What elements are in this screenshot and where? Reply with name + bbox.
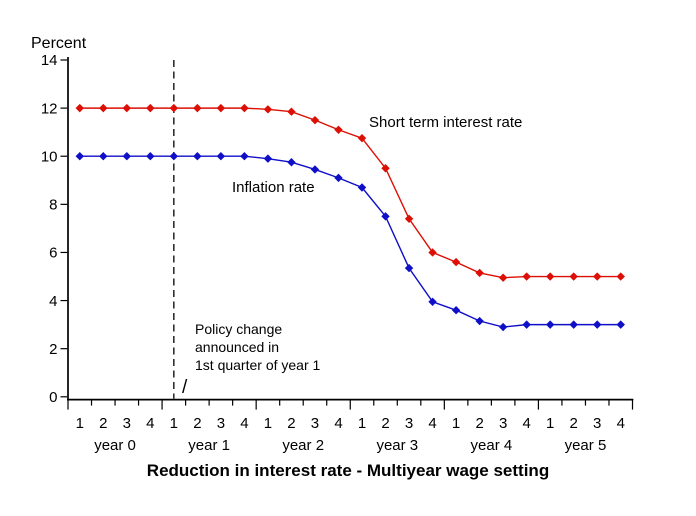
series-line-0 bbox=[79, 107, 621, 279]
series-marker-1 bbox=[193, 152, 202, 161]
series-marker-1 bbox=[404, 263, 414, 273]
x-quarter-label: 1 bbox=[452, 415, 460, 432]
series-marker-0 bbox=[381, 164, 390, 173]
x-quarter-label: 1 bbox=[264, 415, 272, 432]
series-marker-1 bbox=[287, 158, 296, 167]
series-marker-0 bbox=[169, 103, 179, 113]
series-marker-0 bbox=[193, 103, 202, 113]
series-marker-1 bbox=[357, 183, 367, 192]
x-quarter-label: 3 bbox=[123, 415, 131, 432]
x-quarter-label: 3 bbox=[217, 415, 225, 432]
series-marker-0 bbox=[428, 248, 437, 257]
series-label-inflation-rate: Inflation rate bbox=[232, 179, 315, 196]
series-marker-0 bbox=[99, 103, 108, 113]
x-year-label: year 4 bbox=[471, 437, 513, 454]
x-year-label: year 5 bbox=[565, 437, 607, 454]
series-marker-1 bbox=[75, 152, 84, 161]
series-marker-1 bbox=[522, 320, 531, 329]
x-quarter-label: 3 bbox=[405, 415, 413, 432]
series-marker-0 bbox=[475, 268, 484, 278]
x-quarter-label: 4 bbox=[334, 415, 342, 432]
series-marker-0 bbox=[334, 125, 343, 134]
series-marker-0 bbox=[357, 133, 367, 143]
series-marker-0 bbox=[146, 103, 155, 113]
series-marker-0 bbox=[545, 272, 555, 281]
series-marker-0 bbox=[122, 103, 132, 113]
series-marker-1 bbox=[498, 322, 508, 332]
x-year-label: year 3 bbox=[376, 437, 418, 454]
series-label-short-term-interest-rate: Short term interest rate bbox=[369, 114, 523, 131]
x-year-label: year 2 bbox=[282, 437, 324, 454]
series-marker-0 bbox=[216, 103, 226, 113]
series-marker-1 bbox=[428, 297, 437, 306]
series-marker-0 bbox=[75, 103, 84, 113]
x-quarter-label: 2 bbox=[381, 415, 389, 432]
series-marker-1 bbox=[122, 152, 132, 161]
series-marker-1 bbox=[593, 320, 602, 329]
annotation-line-3: 1st quarter of year 1 bbox=[195, 357, 321, 373]
series-marker-1 bbox=[545, 320, 555, 329]
policy-change-annotation: Policy change announced in 1st quarter o… bbox=[195, 320, 320, 374]
chart-title: Reduction in interest rate - Multiyear w… bbox=[146, 461, 550, 480]
y-tick-label: 0 bbox=[49, 389, 57, 406]
series-marker-0 bbox=[569, 272, 578, 281]
y-tick-label: 2 bbox=[49, 341, 57, 358]
series-marker-1 bbox=[310, 165, 320, 174]
x-quarter-label: 2 bbox=[99, 415, 107, 432]
series-marker-1 bbox=[146, 152, 155, 161]
series-marker-1 bbox=[475, 316, 484, 326]
series-marker-0 bbox=[240, 103, 249, 113]
series-marker-0 bbox=[287, 107, 296, 116]
x-quarter-label: 4 bbox=[617, 415, 625, 432]
y-tick-label: 14 bbox=[41, 52, 58, 69]
series-marker-1 bbox=[381, 212, 390, 221]
series-marker-0 bbox=[616, 272, 625, 281]
series-marker-1 bbox=[569, 320, 578, 329]
series-marker-1 bbox=[240, 152, 249, 161]
x-quarter-label: 1 bbox=[546, 415, 554, 432]
x-quarter-label: 2 bbox=[287, 415, 295, 432]
x-quarter-label: 4 bbox=[522, 415, 530, 432]
series-marker-1 bbox=[169, 152, 179, 161]
x-year-label: year 0 bbox=[94, 437, 136, 454]
x-quarter-label: 4 bbox=[240, 415, 248, 432]
y-tick-label: 6 bbox=[49, 245, 57, 262]
x-quarter-label: 1 bbox=[76, 415, 84, 432]
series-line-1 bbox=[79, 155, 621, 328]
y-tick-label: 8 bbox=[49, 197, 57, 214]
x-quarter-label: 4 bbox=[428, 415, 436, 432]
series-marker-0 bbox=[310, 115, 320, 125]
annotation-line-2: announced in bbox=[195, 339, 280, 355]
series-marker-1 bbox=[99, 152, 108, 161]
series-marker-0 bbox=[593, 272, 602, 281]
x-year-label: year 1 bbox=[188, 437, 230, 454]
series-marker-0 bbox=[498, 273, 508, 282]
x-quarter-label: 2 bbox=[475, 415, 483, 432]
series-marker-1 bbox=[334, 173, 343, 183]
series-marker-0 bbox=[451, 257, 461, 267]
x-quarter-label: 2 bbox=[570, 415, 578, 432]
annotation-pointer-slash: / bbox=[182, 377, 188, 398]
series-marker-1 bbox=[616, 320, 625, 329]
y-tick-label: 10 bbox=[41, 148, 58, 165]
series-marker-1 bbox=[216, 152, 226, 161]
x-quarter-label: 1 bbox=[358, 415, 366, 432]
x-quarter-label: 3 bbox=[499, 415, 507, 432]
y-axis-title: Percent bbox=[31, 35, 87, 52]
y-tick-label: 4 bbox=[49, 293, 57, 310]
series-marker-1 bbox=[263, 154, 273, 163]
x-quarter-label: 3 bbox=[311, 415, 319, 432]
annotation-line-1: Policy change bbox=[195, 321, 283, 337]
x-quarter-label: 1 bbox=[170, 415, 178, 432]
x-quarter-label: 4 bbox=[146, 415, 154, 432]
x-quarter-label: 2 bbox=[193, 415, 201, 432]
series-marker-0 bbox=[522, 272, 531, 281]
series-marker-0 bbox=[263, 105, 273, 114]
series-marker-1 bbox=[451, 305, 461, 315]
y-tick-label: 12 bbox=[41, 100, 58, 117]
series-marker-0 bbox=[404, 214, 414, 223]
x-quarter-label: 3 bbox=[593, 415, 601, 432]
